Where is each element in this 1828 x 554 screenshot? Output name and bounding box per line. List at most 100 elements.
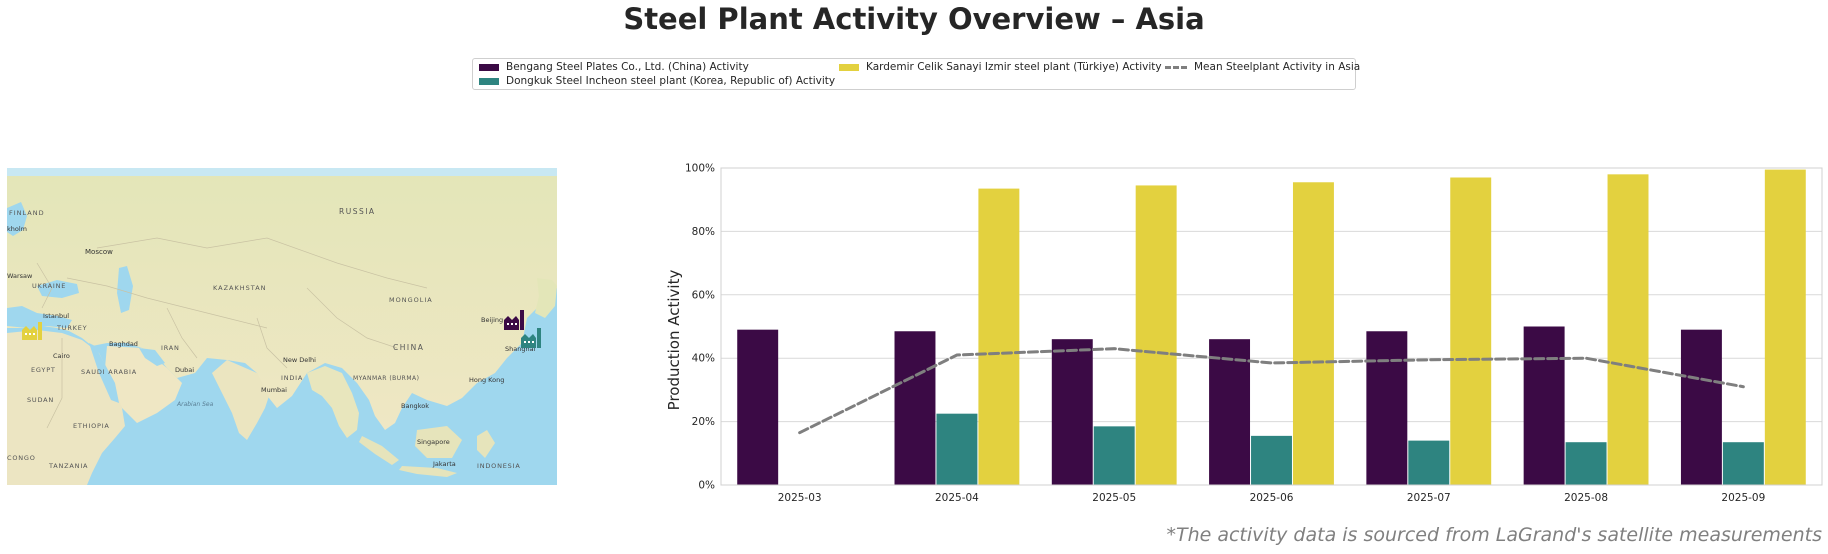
- legend-dash-mean: [1165, 65, 1187, 69]
- map-label-singapore: Singapore: [417, 438, 450, 446]
- map-label-tanzania: TANZANIA: [48, 462, 88, 470]
- map-label-arabian-sea: Arabian Sea: [176, 401, 214, 408]
- map-label-cairo: Cairo: [53, 352, 70, 360]
- mean-line: [798, 347, 1745, 435]
- map-label-egypt: EGYPT: [31, 366, 56, 374]
- map-land-japan: [535, 278, 557, 318]
- x-tick-label: 2025-07: [1407, 492, 1451, 504]
- legend-label-dongkuk: Dongkuk Steel Incheon steel plant (Korea…: [506, 75, 836, 87]
- y-tick-label: 20%: [692, 416, 715, 428]
- x-tick-label: 2025-03: [778, 492, 822, 504]
- legend-swatch-bengang: [479, 63, 499, 71]
- y-tick-label: 60%: [692, 289, 715, 301]
- map-label-moscow: Moscow: [85, 248, 113, 256]
- asia-map: RUSSIA FINLAND kholm Moscow Warsaw UKRAI…: [7, 168, 557, 485]
- map-land-eurasia: [7, 168, 557, 430]
- map-land-sulawesi: [477, 430, 495, 458]
- map-label-ukraine: UKRAINE: [32, 282, 66, 290]
- bar-dongkuk: [1093, 426, 1135, 485]
- map-label-dubai: Dubai: [175, 366, 194, 374]
- factory-icon: [521, 328, 541, 348]
- bar-kardemir: [1135, 185, 1177, 485]
- map-label-baghdad: Baghdad: [109, 340, 138, 348]
- bar-dongkuk: [936, 413, 978, 485]
- map-sea-arctic: [7, 168, 557, 176]
- map-label-shanghai: Shanghai: [505, 345, 536, 353]
- bar-bengang: [1523, 326, 1565, 485]
- legend-label-mean: Mean Steelplant Activity in Asia: [1194, 61, 1361, 73]
- x-tick-label: 2025-09: [1721, 492, 1765, 504]
- map-label-mongolia: MONGOLIA: [389, 296, 433, 304]
- map-borders: [36, 237, 428, 429]
- bar-bengang: [1209, 339, 1251, 485]
- bar-kardemir: [1764, 169, 1806, 485]
- map-label-sudan: SUDAN: [27, 396, 54, 404]
- map-label-new-delhi: New Delhi: [283, 356, 316, 364]
- y-axis-label: Production Activity: [665, 270, 683, 411]
- map-label-congo: CONGO: [7, 454, 36, 462]
- legend-label-bengang: Bengang Steel Plates Co., Ltd. (China) A…: [506, 61, 749, 73]
- map-sea-caspian: [117, 266, 133, 313]
- map-land-india: [212, 360, 269, 440]
- map-sea-mediterranean: [7, 306, 72, 328]
- y-tick-label: 40%: [692, 353, 715, 365]
- map-land-java: [399, 466, 457, 477]
- bar-dongkuk: [1251, 435, 1292, 485]
- factory-icon: [22, 322, 42, 340]
- map-label-ethiopia: ETHIOPIA: [73, 422, 110, 430]
- map-label-beijing: Beijing: [481, 316, 503, 324]
- legend-item-dongkuk: Dongkuk Steel Incheon steel plant (Korea…: [479, 75, 835, 87]
- map-label-turkey: TURKEY: [56, 324, 87, 332]
- map-label-finland: FINLAND: [9, 209, 45, 217]
- bar-bengang: [1051, 339, 1093, 485]
- map-land-sumatra: [359, 436, 399, 465]
- legend-item-bengang: Bengang Steel Plates Co., Ltd. (China) A…: [479, 61, 749, 73]
- bar-bengang: [894, 331, 936, 485]
- bar-kardemir: [978, 188, 1020, 486]
- bar-dongkuk: [1722, 442, 1764, 485]
- bar-bengang: [1680, 329, 1722, 485]
- chart-legend: Bengang Steel Plates Co., Ltd. (China) A…: [472, 58, 1360, 90]
- y-tick-label: 100%: [685, 163, 715, 175]
- map-label-hong-kong: Hong Kong: [469, 376, 504, 384]
- map-land-africa: [7, 330, 125, 485]
- bar-kardemir: [1607, 174, 1649, 485]
- bar-dongkuk: [1565, 442, 1607, 485]
- map-label-saudi: SAUDI ARABIA: [81, 368, 137, 376]
- factory-icon: [504, 310, 524, 330]
- page-title: Steel Plant Activity Overview – Asia: [623, 2, 1205, 36]
- map-sea-gulf: [139, 348, 165, 366]
- x-tick-label: 2025-05: [1092, 492, 1136, 504]
- map-label-iran: IRAN: [161, 344, 180, 352]
- map-label-bangkok: Bangkok: [401, 402, 429, 410]
- map-label-myanmar: MYANMAR (BURMA): [353, 375, 419, 382]
- y-tick-label: 80%: [692, 226, 715, 238]
- bar-bengang: [737, 329, 779, 485]
- map-land-borneo: [415, 426, 462, 458]
- legend-label-kardemir: Kardemir Celik Sanayi Izmir steel plant …: [866, 61, 1162, 73]
- legend-item-mean: Mean Steelplant Activity in Asia: [1165, 61, 1360, 73]
- map-label-kazakhstan: KAZAKHSTAN: [213, 284, 267, 292]
- plot-frame: [720, 167, 1823, 486]
- bar-dongkuk: [1408, 440, 1450, 485]
- y-tick-label: 0%: [698, 480, 715, 492]
- legend-swatch-dongkuk: [479, 77, 499, 85]
- map-label-jakarta: Jakarta: [432, 460, 456, 468]
- legend-swatch-kardemir: [839, 63, 859, 71]
- legend-item-kardemir: Kardemir Celik Sanayi Izmir steel plant …: [839, 61, 1162, 73]
- map-label-mumbai: Mumbai: [261, 386, 287, 394]
- map-sea-redsea: [89, 343, 119, 403]
- bar-kardemir: [1450, 177, 1492, 485]
- bar-kardemir: [1292, 182, 1334, 485]
- map-label-india: INDIA: [281, 374, 303, 382]
- map-label-istanbul: Istanbul: [43, 312, 69, 320]
- map-label-china: CHINA: [393, 343, 424, 352]
- map-label-stockholm: kholm: [7, 225, 27, 233]
- map-sea-black: [37, 280, 79, 298]
- map-label-indonesia: INDONESIA: [477, 462, 521, 470]
- x-tick-label: 2025-04: [935, 492, 979, 504]
- map-land-arabia: [105, 346, 182, 423]
- x-tick-label: 2025-06: [1250, 492, 1294, 504]
- x-tick-label: 2025-08: [1564, 492, 1608, 504]
- bar-bengang: [1366, 331, 1408, 485]
